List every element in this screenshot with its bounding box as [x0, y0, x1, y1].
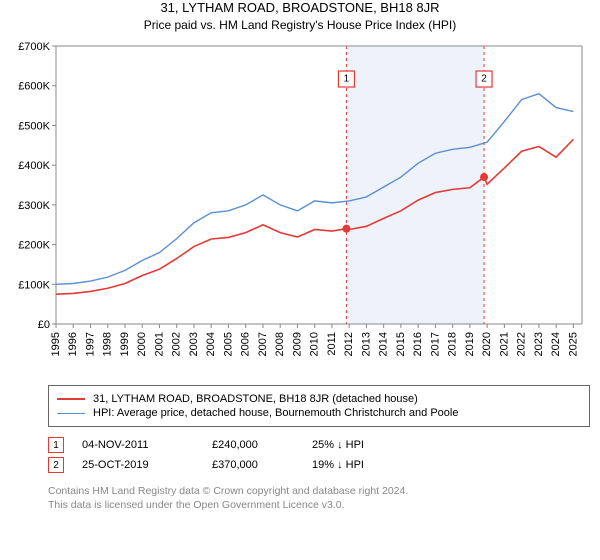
y-tick-label: £200K	[18, 240, 50, 252]
y-tick-label: £100K	[18, 279, 50, 291]
transaction-date: 25-OCT-2019	[82, 459, 212, 471]
x-tick-label: 2001	[153, 332, 165, 356]
x-tick-label: 2019	[464, 332, 476, 356]
x-tick-label: 2024	[550, 332, 562, 356]
transaction-row: 1 04-NOV-2011£240,00025% ↓ HPI	[48, 437, 590, 453]
x-tick-label: 2014	[378, 332, 390, 356]
chart-subtitle: Price paid vs. HM Land Registry's House …	[0, 18, 600, 32]
transaction-date: 04-NOV-2011	[82, 439, 212, 451]
y-tick-label: £400K	[18, 160, 50, 172]
x-tick-label: 2020	[481, 332, 493, 356]
shaded-region	[346, 46, 484, 324]
marker-2	[480, 173, 488, 181]
y-tick-label: £700K	[18, 41, 50, 53]
x-tick-label: 2018	[447, 332, 459, 356]
x-tick-label: 2021	[498, 332, 510, 356]
legend-swatch	[57, 413, 85, 414]
legend-label: HPI: Average price, detached house, Bour…	[93, 407, 458, 419]
transaction-delta: 25% ↓ HPI	[312, 439, 432, 451]
transaction-table: 1 04-NOV-2011£240,00025% ↓ HPI 2 25-OCT-201…	[48, 437, 590, 473]
y-tick-label: £300K	[18, 200, 50, 212]
x-tick-label: 2015	[395, 332, 407, 356]
footer-line-2: This data is licensed under the Open Gov…	[48, 499, 590, 513]
x-tick-label: 2006	[240, 332, 252, 356]
x-tick-label: 2004	[205, 332, 217, 356]
callout-label-1: 1	[344, 74, 350, 85]
x-tick-label: 2016	[412, 332, 424, 356]
x-tick-label: 2022	[516, 332, 528, 356]
transaction-index-box: 2	[48, 457, 64, 473]
x-tick-label: 2003	[188, 332, 200, 356]
marker-1	[342, 225, 350, 233]
x-tick-label: 2025	[567, 332, 579, 356]
footer-line-1: Contains HM Land Registry data © Crown c…	[48, 485, 590, 499]
legend-row: 31, LYTHAM ROAD, BROADSTONE, BH18 8JR (d…	[57, 393, 581, 405]
y-tick-label: £0	[38, 319, 50, 331]
x-tick-label: 2002	[171, 332, 183, 356]
transaction-price: £240,000	[212, 439, 312, 451]
x-tick-label: 1997	[84, 332, 96, 356]
chart-container: £0 £100K £200K £300K £400K £500K £600K £700K 199…	[10, 40, 590, 375]
y-tick-label: £500K	[18, 120, 50, 132]
x-tick-label: 2023	[533, 332, 545, 356]
x-tick-label: 2007	[257, 332, 269, 356]
x-tick-label: 2005	[222, 332, 234, 356]
footer-attribution: Contains HM Land Registry data © Crown c…	[48, 485, 590, 512]
x-tick-label: 1998	[102, 332, 114, 356]
series-hpi	[56, 94, 573, 285]
series-property	[56, 139, 573, 294]
transaction-row: 2 25-OCT-2019£370,00019% ↓ HPI	[48, 457, 590, 473]
x-tick-label: 2017	[429, 332, 441, 356]
x-tick-label: 2009	[291, 332, 303, 356]
x-tick-label: 1999	[119, 332, 131, 356]
price-chart: £0 £100K £200K £300K £400K £500K £600K £700K 199…	[10, 40, 590, 370]
transaction-index-box: 1	[48, 437, 64, 453]
x-tick-label: 2012	[343, 332, 355, 356]
legend-label: 31, LYTHAM ROAD, BROADSTONE, BH18 8JR (d…	[93, 393, 418, 405]
x-tick-label: 2010	[309, 332, 321, 356]
x-tick-label: 2011	[326, 332, 338, 356]
legend: 31, LYTHAM ROAD, BROADSTONE, BH18 8JR (d…	[48, 385, 590, 427]
transaction-delta: 19% ↓ HPI	[312, 459, 432, 471]
x-tick-label: 1995	[50, 332, 62, 356]
legend-row: HPI: Average price, detached house, Bour…	[57, 407, 581, 419]
x-tick-label: 2000	[136, 332, 148, 356]
transaction-price: £370,000	[212, 459, 312, 471]
chart-title: 31, LYTHAM ROAD, BROADSTONE, BH18 8JR	[0, 0, 600, 15]
x-tick-label: 2013	[360, 332, 372, 356]
x-tick-label: 2008	[274, 332, 286, 356]
callout-label-2: 2	[481, 74, 487, 85]
legend-swatch	[57, 398, 85, 400]
y-tick-label: £600K	[18, 81, 50, 93]
x-tick-label: 1996	[67, 332, 79, 356]
